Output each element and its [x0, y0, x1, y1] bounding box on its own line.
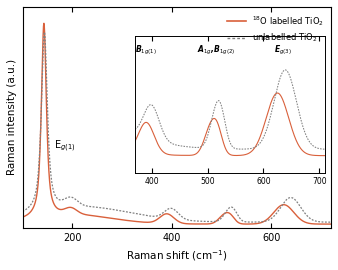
X-axis label: Raman shift (cm$^{-1}$): Raman shift (cm$^{-1}$): [126, 248, 228, 263]
Legend: $^{18}$O labelled TiO$_2$, unlabelled TiO$_2$: $^{18}$O labelled TiO$_2$, unlabelled Ti…: [225, 11, 327, 47]
Y-axis label: Raman intensity (a.u.): Raman intensity (a.u.): [7, 59, 17, 176]
Text: E$_{g(1)}$: E$_{g(1)}$: [54, 138, 76, 154]
